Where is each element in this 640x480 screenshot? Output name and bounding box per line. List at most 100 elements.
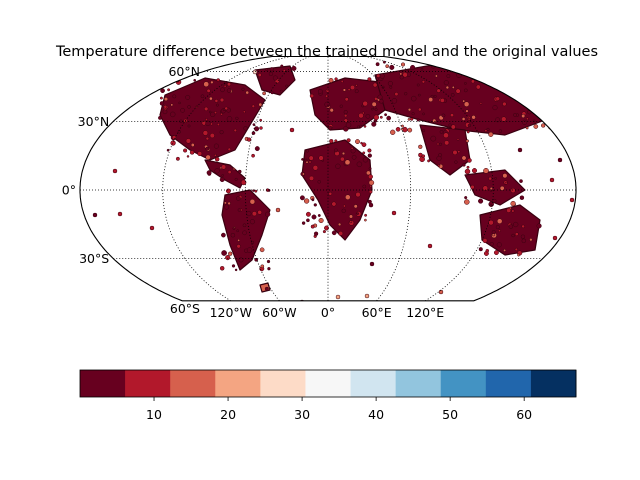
meridian-line bbox=[365, 56, 494, 301]
station-point bbox=[236, 229, 240, 233]
station-point bbox=[545, 65, 548, 68]
station-point bbox=[544, 63, 549, 68]
station-point bbox=[175, 156, 180, 161]
station-point bbox=[374, 108, 378, 112]
station-point bbox=[540, 110, 546, 116]
station-point bbox=[377, 94, 383, 100]
station-point bbox=[416, 118, 420, 122]
station-point bbox=[282, 69, 286, 73]
station-point bbox=[331, 201, 337, 207]
station-point bbox=[215, 103, 219, 107]
station-point bbox=[496, 218, 503, 224]
station-point bbox=[186, 155, 190, 158]
station-point bbox=[241, 87, 245, 91]
station-point bbox=[452, 149, 458, 156]
station-point bbox=[242, 230, 247, 236]
station-point bbox=[382, 60, 386, 64]
station-point bbox=[193, 78, 197, 82]
station-point bbox=[371, 107, 374, 111]
station-point bbox=[214, 153, 217, 157]
station-point bbox=[308, 175, 315, 181]
station-point bbox=[355, 191, 361, 198]
station-point bbox=[226, 88, 232, 93]
colorbar-level bbox=[305, 370, 352, 397]
station-point bbox=[312, 165, 319, 171]
station-point bbox=[361, 142, 367, 148]
station-point bbox=[301, 221, 306, 225]
station-point bbox=[552, 235, 558, 241]
station-point bbox=[171, 135, 177, 140]
station-point bbox=[252, 189, 255, 192]
station-point bbox=[166, 148, 170, 152]
station-point bbox=[206, 88, 211, 93]
station-point bbox=[550, 91, 556, 98]
station-point bbox=[172, 94, 177, 99]
station-point bbox=[220, 112, 223, 116]
station-point bbox=[441, 113, 446, 118]
station-point bbox=[399, 72, 403, 76]
station-point bbox=[334, 139, 338, 143]
station-point bbox=[513, 113, 517, 117]
station-point bbox=[183, 148, 188, 153]
station-point bbox=[339, 104, 343, 108]
station-point bbox=[525, 126, 529, 130]
station-point bbox=[492, 233, 496, 237]
station-point bbox=[358, 112, 364, 119]
station-point bbox=[237, 169, 242, 174]
station-point bbox=[356, 161, 363, 168]
station-point bbox=[553, 123, 556, 126]
station-point bbox=[272, 75, 278, 81]
station-point bbox=[221, 174, 224, 177]
station-point bbox=[257, 73, 262, 77]
station-point bbox=[492, 198, 497, 203]
station-point bbox=[543, 107, 549, 113]
station-point bbox=[556, 61, 562, 67]
station-point bbox=[444, 140, 450, 146]
station-point bbox=[220, 87, 225, 93]
station-point bbox=[265, 68, 269, 72]
station-point bbox=[550, 111, 554, 115]
station-point bbox=[394, 92, 399, 97]
station-point bbox=[367, 77, 372, 82]
station-point bbox=[478, 247, 483, 252]
station-point bbox=[379, 73, 385, 79]
colorbar-level bbox=[260, 370, 306, 397]
station-point bbox=[232, 167, 236, 171]
station-point bbox=[249, 198, 256, 205]
colorbar-level bbox=[125, 370, 171, 397]
station-point bbox=[299, 195, 305, 201]
station-point bbox=[464, 168, 471, 175]
station-point bbox=[214, 168, 220, 174]
station-point bbox=[112, 168, 118, 174]
station-point bbox=[508, 82, 512, 87]
station-point bbox=[495, 117, 501, 123]
station-point bbox=[471, 168, 478, 174]
station-point bbox=[478, 198, 484, 204]
station-point bbox=[324, 225, 329, 231]
station-point bbox=[351, 154, 357, 160]
station-point bbox=[219, 130, 224, 135]
station-point bbox=[177, 130, 181, 134]
meridian-line bbox=[162, 56, 291, 301]
station-point bbox=[313, 203, 317, 207]
station-point bbox=[246, 211, 252, 217]
region-africa bbox=[301, 139, 373, 241]
station-point bbox=[519, 179, 523, 183]
station-point bbox=[364, 218, 367, 222]
station-point bbox=[246, 137, 252, 142]
station-point bbox=[185, 94, 191, 100]
station-point bbox=[343, 118, 348, 123]
station-point bbox=[242, 223, 247, 228]
station-point bbox=[556, 128, 561, 133]
station-point bbox=[245, 90, 250, 95]
station-point bbox=[117, 211, 123, 217]
station-point bbox=[379, 115, 383, 119]
station-point bbox=[205, 146, 210, 151]
station-point bbox=[417, 107, 422, 112]
station-point bbox=[372, 82, 378, 88]
station-point bbox=[180, 107, 185, 113]
station-point bbox=[401, 124, 404, 128]
station-point bbox=[421, 154, 426, 158]
station-point bbox=[557, 157, 563, 163]
station-point bbox=[341, 151, 346, 156]
